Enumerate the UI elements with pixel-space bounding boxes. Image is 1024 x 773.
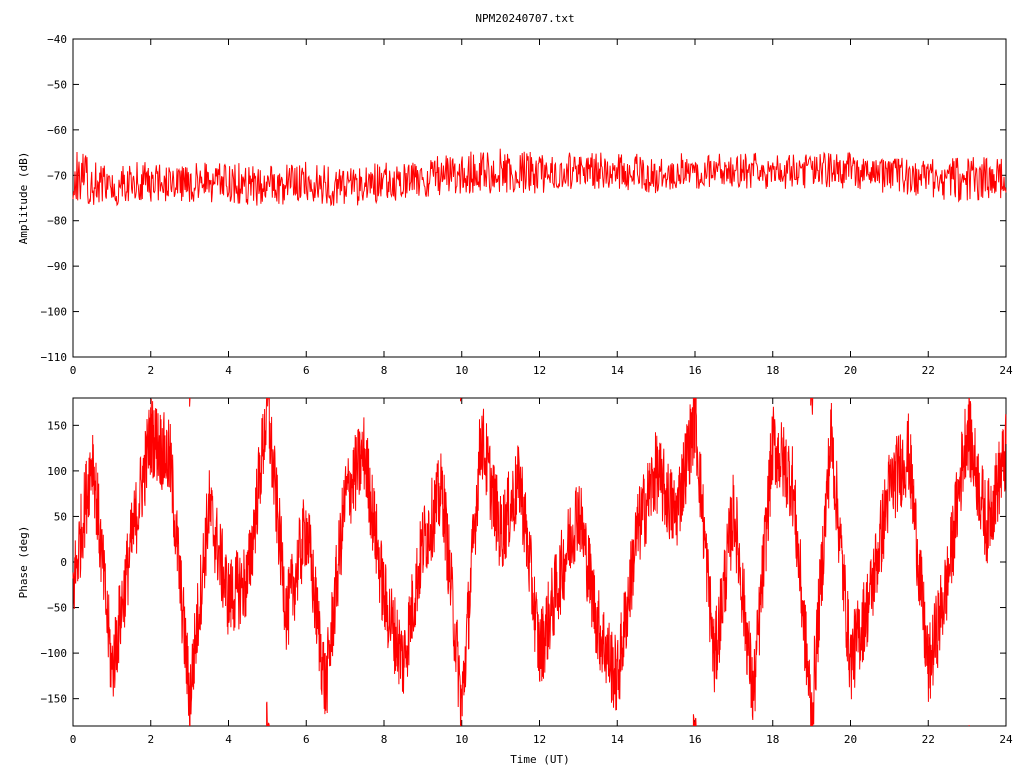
phase-x-axis-label: Time (UT) xyxy=(510,753,570,766)
amplitude-plot-frame xyxy=(73,39,1006,357)
amplitude-y-axis-label: Amplitude (dB) xyxy=(17,152,30,245)
amplitude-x-tick-label: 0 xyxy=(70,364,77,377)
chart-title: NPM20240707.txt xyxy=(475,12,574,25)
phase-series-line xyxy=(695,718,696,726)
phase-series-line xyxy=(695,398,696,453)
phase-x-tick-label: 20 xyxy=(844,733,857,746)
amplitude-x-tick-label: 16 xyxy=(688,364,701,377)
amplitude-series-line xyxy=(73,149,1006,206)
amplitude-y-tick-label: −50 xyxy=(47,78,67,91)
phase-y-tick-label: 150 xyxy=(47,419,67,432)
phase-x-tick-label: 14 xyxy=(611,733,625,746)
amplitude-x-tick-label: 24 xyxy=(999,364,1013,377)
phase-series-line xyxy=(969,398,1006,563)
phase-x-tick-label: 16 xyxy=(688,733,701,746)
phase-series-line xyxy=(269,398,460,726)
phase-y-tick-label: 0 xyxy=(60,556,67,569)
phase-series-line xyxy=(267,702,268,726)
amplitude-y-tick-label: −60 xyxy=(47,124,67,137)
phase-y-tick-label: −150 xyxy=(41,693,68,706)
phase-series-line xyxy=(696,398,811,726)
phase-series-line xyxy=(268,723,269,726)
amplitude-x-tick-label: 18 xyxy=(766,364,779,377)
amplitude-x-tick-label: 20 xyxy=(844,364,857,377)
phase-x-tick-label: 12 xyxy=(533,733,546,746)
phase-x-tick-label: 18 xyxy=(766,733,779,746)
phase-series-line xyxy=(461,398,694,726)
phase-x-tick-label: 24 xyxy=(999,733,1013,746)
amplitude-x-tick-label: 4 xyxy=(225,364,232,377)
amplitude-x-tick-label: 6 xyxy=(303,364,310,377)
amplitude-y-tick-label: −80 xyxy=(47,215,67,228)
amplitude-x-tick-label: 22 xyxy=(922,364,935,377)
phase-x-tick-label: 10 xyxy=(455,733,468,746)
phase-series-line xyxy=(190,398,267,726)
phase-x-tick-label: 22 xyxy=(922,733,935,746)
phase-x-tick-label: 6 xyxy=(303,733,310,746)
phase-series-line xyxy=(812,398,813,415)
phase-series-line xyxy=(268,398,269,406)
phase-y-tick-label: 50 xyxy=(54,510,67,523)
phase-y-tick-label: −50 xyxy=(47,602,67,615)
phase-series-line xyxy=(73,399,190,726)
amplitude-y-tick-label: −70 xyxy=(47,169,67,182)
amplitude-y-tick-label: −110 xyxy=(41,351,68,364)
amplitude-y-tick-label: −90 xyxy=(47,260,67,273)
amplitude-y-tick-label: −100 xyxy=(41,306,68,319)
amplitude-x-tick-label: 10 xyxy=(455,364,468,377)
phase-x-tick-label: 4 xyxy=(225,733,232,746)
amplitude-series xyxy=(73,149,1006,206)
phase-series xyxy=(73,398,1006,726)
phase-series-line xyxy=(813,398,969,726)
phase-x-tick-label: 2 xyxy=(147,733,154,746)
amplitude-y-tick-label: −40 xyxy=(47,33,67,46)
phase-series-line xyxy=(811,692,812,726)
phase-x-tick-label: 8 xyxy=(381,733,388,746)
amplitude-x-tick-label: 2 xyxy=(147,364,154,377)
phase-y-tick-label: 100 xyxy=(47,465,67,478)
amplitude-x-tick-label: 12 xyxy=(533,364,546,377)
phase-y-tick-label: −100 xyxy=(41,647,68,660)
phase-y-axis-label: Phase (deg) xyxy=(17,526,30,599)
amplitude-x-tick-label: 8 xyxy=(381,364,388,377)
amplitude-x-tick-label: 14 xyxy=(611,364,625,377)
phase-x-tick-label: 0 xyxy=(70,733,77,746)
